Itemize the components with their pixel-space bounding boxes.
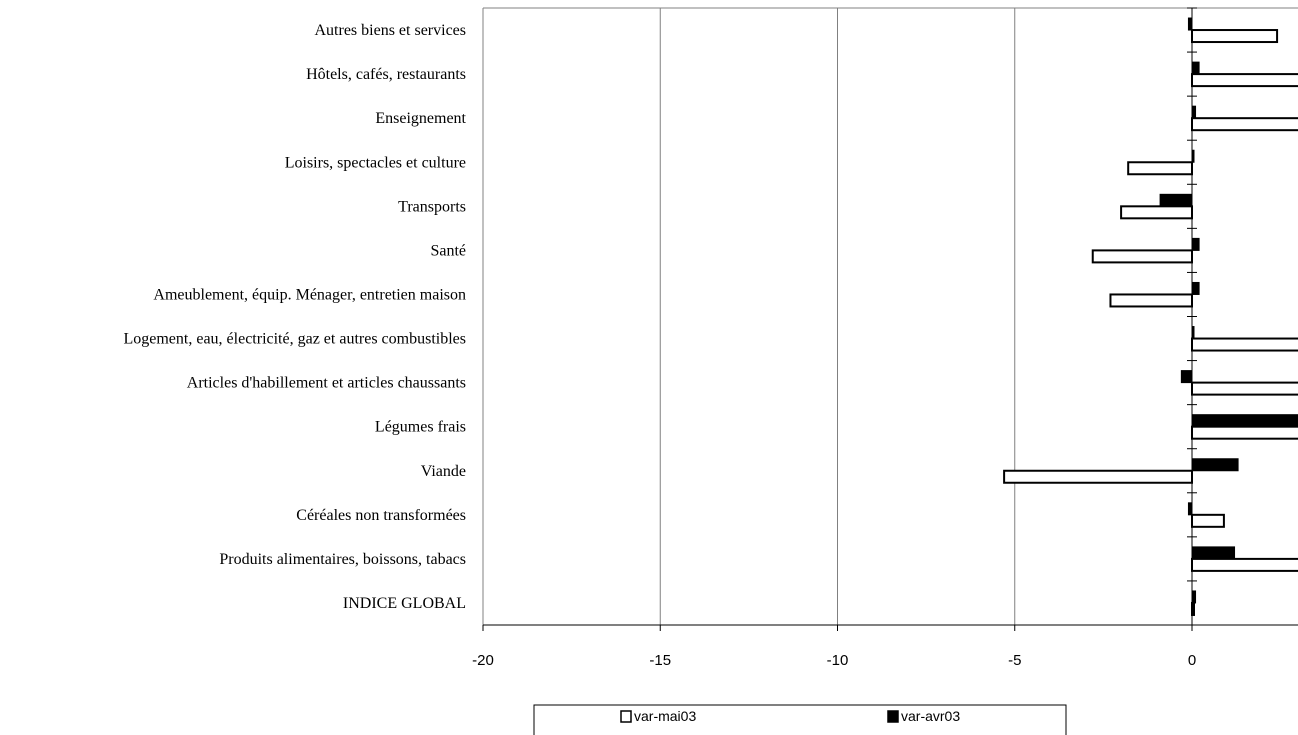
bar-var-mai03 xyxy=(1191,337,1298,352)
bar-var-mai03 xyxy=(1003,469,1193,484)
category-label: Ameublement, équip. Ménager, entretien m… xyxy=(153,286,466,303)
bars xyxy=(1003,17,1298,616)
bar-var-mai03 xyxy=(1120,205,1193,220)
x-tick-label: -15 xyxy=(649,652,671,669)
axes xyxy=(482,7,1298,631)
bar-var-mai03 xyxy=(1191,29,1279,44)
bar-var-mai03 xyxy=(1127,161,1193,176)
bar-var-avr03 xyxy=(1191,590,1197,604)
bar-var-avr03 xyxy=(1191,281,1200,295)
bar-var-mai03 xyxy=(1191,513,1225,528)
bar-var-mai03 xyxy=(1091,249,1193,264)
x-tick-label: -5 xyxy=(1008,652,1021,669)
plot-frame xyxy=(482,7,1298,625)
x-tick-label: -20 xyxy=(472,652,494,669)
bar-var-avr03 xyxy=(1191,237,1200,251)
legend-box xyxy=(533,704,1067,735)
bar-var-avr03 xyxy=(1180,370,1193,384)
x-tick-label: -10 xyxy=(827,652,849,669)
bar-var-mai03 xyxy=(1191,117,1298,132)
category-label: Santé xyxy=(430,242,466,259)
category-labels: INDICE GLOBAL Produits alimentaires, bois… xyxy=(123,22,466,612)
legend-swatch xyxy=(887,710,899,723)
bar-var-avr03 xyxy=(1187,502,1193,516)
x-tick-labels: -20 -15 -10 -5 0 xyxy=(472,652,1196,669)
x-tick-label: 0 xyxy=(1188,652,1196,669)
bar-var-mai03 xyxy=(1191,425,1298,440)
bar-var-avr03 xyxy=(1191,105,1197,119)
bar-var-mai03 xyxy=(1191,557,1298,572)
category-label: Logement, eau, électricité, gaz et autre… xyxy=(123,331,466,348)
category-label: INDICE GLOBAL xyxy=(343,595,466,612)
gridlines xyxy=(659,8,1016,625)
legend-swatch xyxy=(620,710,632,723)
category-label: Viande xyxy=(421,463,466,480)
bar-var-avr03 xyxy=(1191,546,1236,560)
bar-var-mai03 xyxy=(1191,381,1298,396)
bar-var-avr03 xyxy=(1187,17,1193,31)
bar-var-avr03 xyxy=(1159,193,1193,207)
category-label: Hôtels, cafés, restaurants xyxy=(306,66,466,83)
legend-label: var-avr03 xyxy=(901,708,960,724)
legend: var-mai03 var-avr03 xyxy=(533,704,1067,735)
category-label: Produits alimentaires, boissons, tabacs xyxy=(219,551,466,568)
bar-var-avr03 xyxy=(1191,458,1239,472)
category-label: Loisirs, spectacles et culture xyxy=(285,154,466,171)
legend-label: var-mai03 xyxy=(634,708,696,724)
category-label: Transports xyxy=(398,198,466,215)
bar-var-avr03 xyxy=(1191,414,1298,428)
bar-var-avr03 xyxy=(1191,61,1200,75)
bar-var-mai03 xyxy=(1191,73,1298,88)
bar-var-mai03 xyxy=(1109,293,1193,308)
category-label: Céréales non transformées xyxy=(296,507,466,524)
category-label: Enseignement xyxy=(375,110,466,127)
category-label: Articles d'habillement et articles chaus… xyxy=(187,375,466,392)
category-label: Légumes frais xyxy=(375,419,466,436)
category-label: Autres biens et services xyxy=(314,22,466,39)
